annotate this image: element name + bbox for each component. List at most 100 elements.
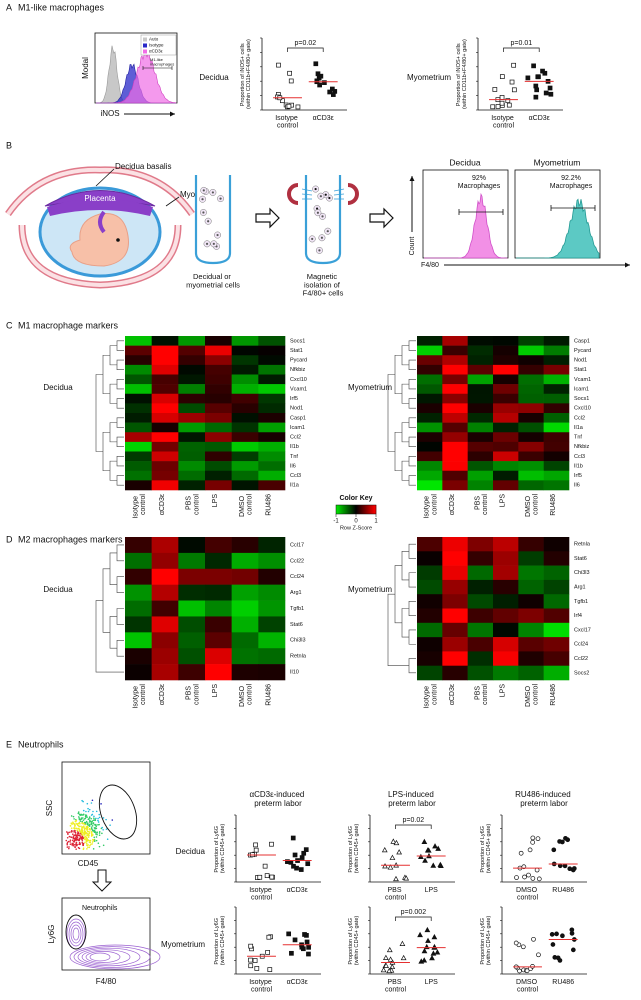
heatmap-cell	[442, 441, 468, 452]
color-key-cell	[364, 505, 366, 514]
flow-event	[81, 820, 84, 823]
heatmap-cell	[205, 584, 232, 601]
gene-label: Il1a	[290, 483, 300, 489]
flow-event	[87, 836, 90, 838]
flow-event	[88, 830, 90, 833]
flow-event	[84, 835, 87, 838]
heatmap-cell	[231, 432, 259, 443]
heatmap-cell	[543, 374, 570, 385]
field-line	[333, 188, 345, 192]
heatmap-cell	[417, 355, 443, 366]
data-point	[499, 95, 505, 100]
color-key-cell	[372, 505, 374, 514]
flow-event	[79, 820, 82, 822]
flow-event	[70, 829, 73, 832]
flow-event	[95, 825, 98, 828]
flow-event	[76, 829, 78, 832]
heatmap-cell	[178, 648, 206, 665]
flow-event	[75, 819, 78, 822]
category-label: Isotype control	[275, 115, 300, 130]
heatmap-cell	[258, 384, 286, 395]
heatmap-cell	[258, 632, 286, 649]
group-title: RU486-induced preterm labor	[515, 790, 573, 808]
heatmap-cell	[493, 441, 519, 452]
heatmap-cell	[493, 336, 519, 346]
gene-label: Irf5	[574, 473, 582, 479]
data-point	[543, 90, 549, 96]
axis-label: Count	[409, 237, 416, 256]
flow-event	[90, 843, 92, 846]
heatmap-cell	[467, 608, 494, 624]
flow-gate	[98, 784, 138, 840]
flow-event	[92, 834, 94, 836]
flow-event	[81, 799, 83, 802]
histogram-f480	[516, 198, 600, 259]
cell-nucleus	[216, 233, 219, 237]
color-key-cell	[368, 505, 370, 514]
magnet	[287, 183, 299, 205]
heatmap-cell	[543, 608, 570, 624]
heatmap-cell	[543, 461, 570, 472]
color-key-cell	[346, 505, 348, 514]
flow-event	[88, 821, 91, 823]
cell-nucleus	[316, 211, 319, 214]
gene-label: Socs1	[290, 338, 305, 344]
heatmap-cell	[417, 384, 443, 395]
heatmap-cell	[493, 470, 519, 481]
heatmap-cell	[467, 355, 494, 366]
tube	[194, 175, 232, 265]
heatmap-cell	[417, 608, 443, 624]
gene-label: Vcam1	[290, 386, 307, 392]
data-point	[536, 876, 542, 882]
gene-label: Ccl3	[574, 454, 585, 460]
color-key-cell	[350, 505, 352, 514]
data-point	[430, 950, 437, 956]
color-key-cell	[360, 505, 362, 514]
flow-event	[72, 840, 75, 843]
gene-label: Ccl2	[290, 435, 301, 441]
flow-event	[70, 836, 73, 839]
flow-event	[91, 813, 94, 816]
flow-event	[66, 836, 69, 839]
heatmap-cell	[125, 461, 152, 472]
heatmap-cell	[125, 480, 152, 491]
heatmap-cell	[417, 551, 443, 566]
dendrogram	[408, 572, 416, 588]
field-line	[301, 193, 313, 196]
heatmap-cell	[205, 632, 232, 649]
flow-event	[85, 841, 88, 843]
flow-event	[84, 838, 86, 840]
heatmap-cell	[231, 537, 259, 554]
legend-swatch	[143, 49, 147, 54]
cell-nucleus	[201, 198, 204, 201]
heatmap-cell	[518, 345, 544, 356]
heatmap-cell	[258, 451, 286, 462]
panel-title: M2 macrophages markers	[18, 534, 123, 544]
flow-event	[92, 829, 95, 832]
heatmap-cell	[518, 403, 544, 414]
dendrogram	[95, 374, 103, 452]
flow-event	[89, 839, 92, 842]
color-key-cell	[342, 505, 344, 514]
data-point	[288, 78, 294, 84]
uterus-wall-inner	[6, 167, 194, 216]
heatmap-cell	[518, 665, 544, 681]
heatmap-cell	[518, 393, 544, 404]
data-point	[435, 845, 442, 851]
flow-event	[90, 802, 93, 804]
data-point	[506, 102, 512, 108]
heatmap-cell	[258, 413, 286, 423]
flow-event	[82, 809, 85, 812]
flow-event	[78, 817, 81, 819]
column-label: Isotype control	[424, 494, 439, 519]
heatmap-cell	[151, 393, 179, 404]
flow-event	[90, 817, 92, 820]
heatmap-cell	[417, 441, 443, 452]
p-bracket	[395, 824, 432, 829]
group-title: LPS-induced preterm labor	[388, 790, 436, 808]
heatmap-cell	[442, 565, 468, 581]
heatmap-cell	[125, 648, 152, 665]
axis-label: Proportion of Ly6G (within CD45+ gate)	[214, 824, 226, 874]
dendrogram	[408, 379, 416, 390]
gene-label: Tgfb1	[574, 599, 588, 605]
